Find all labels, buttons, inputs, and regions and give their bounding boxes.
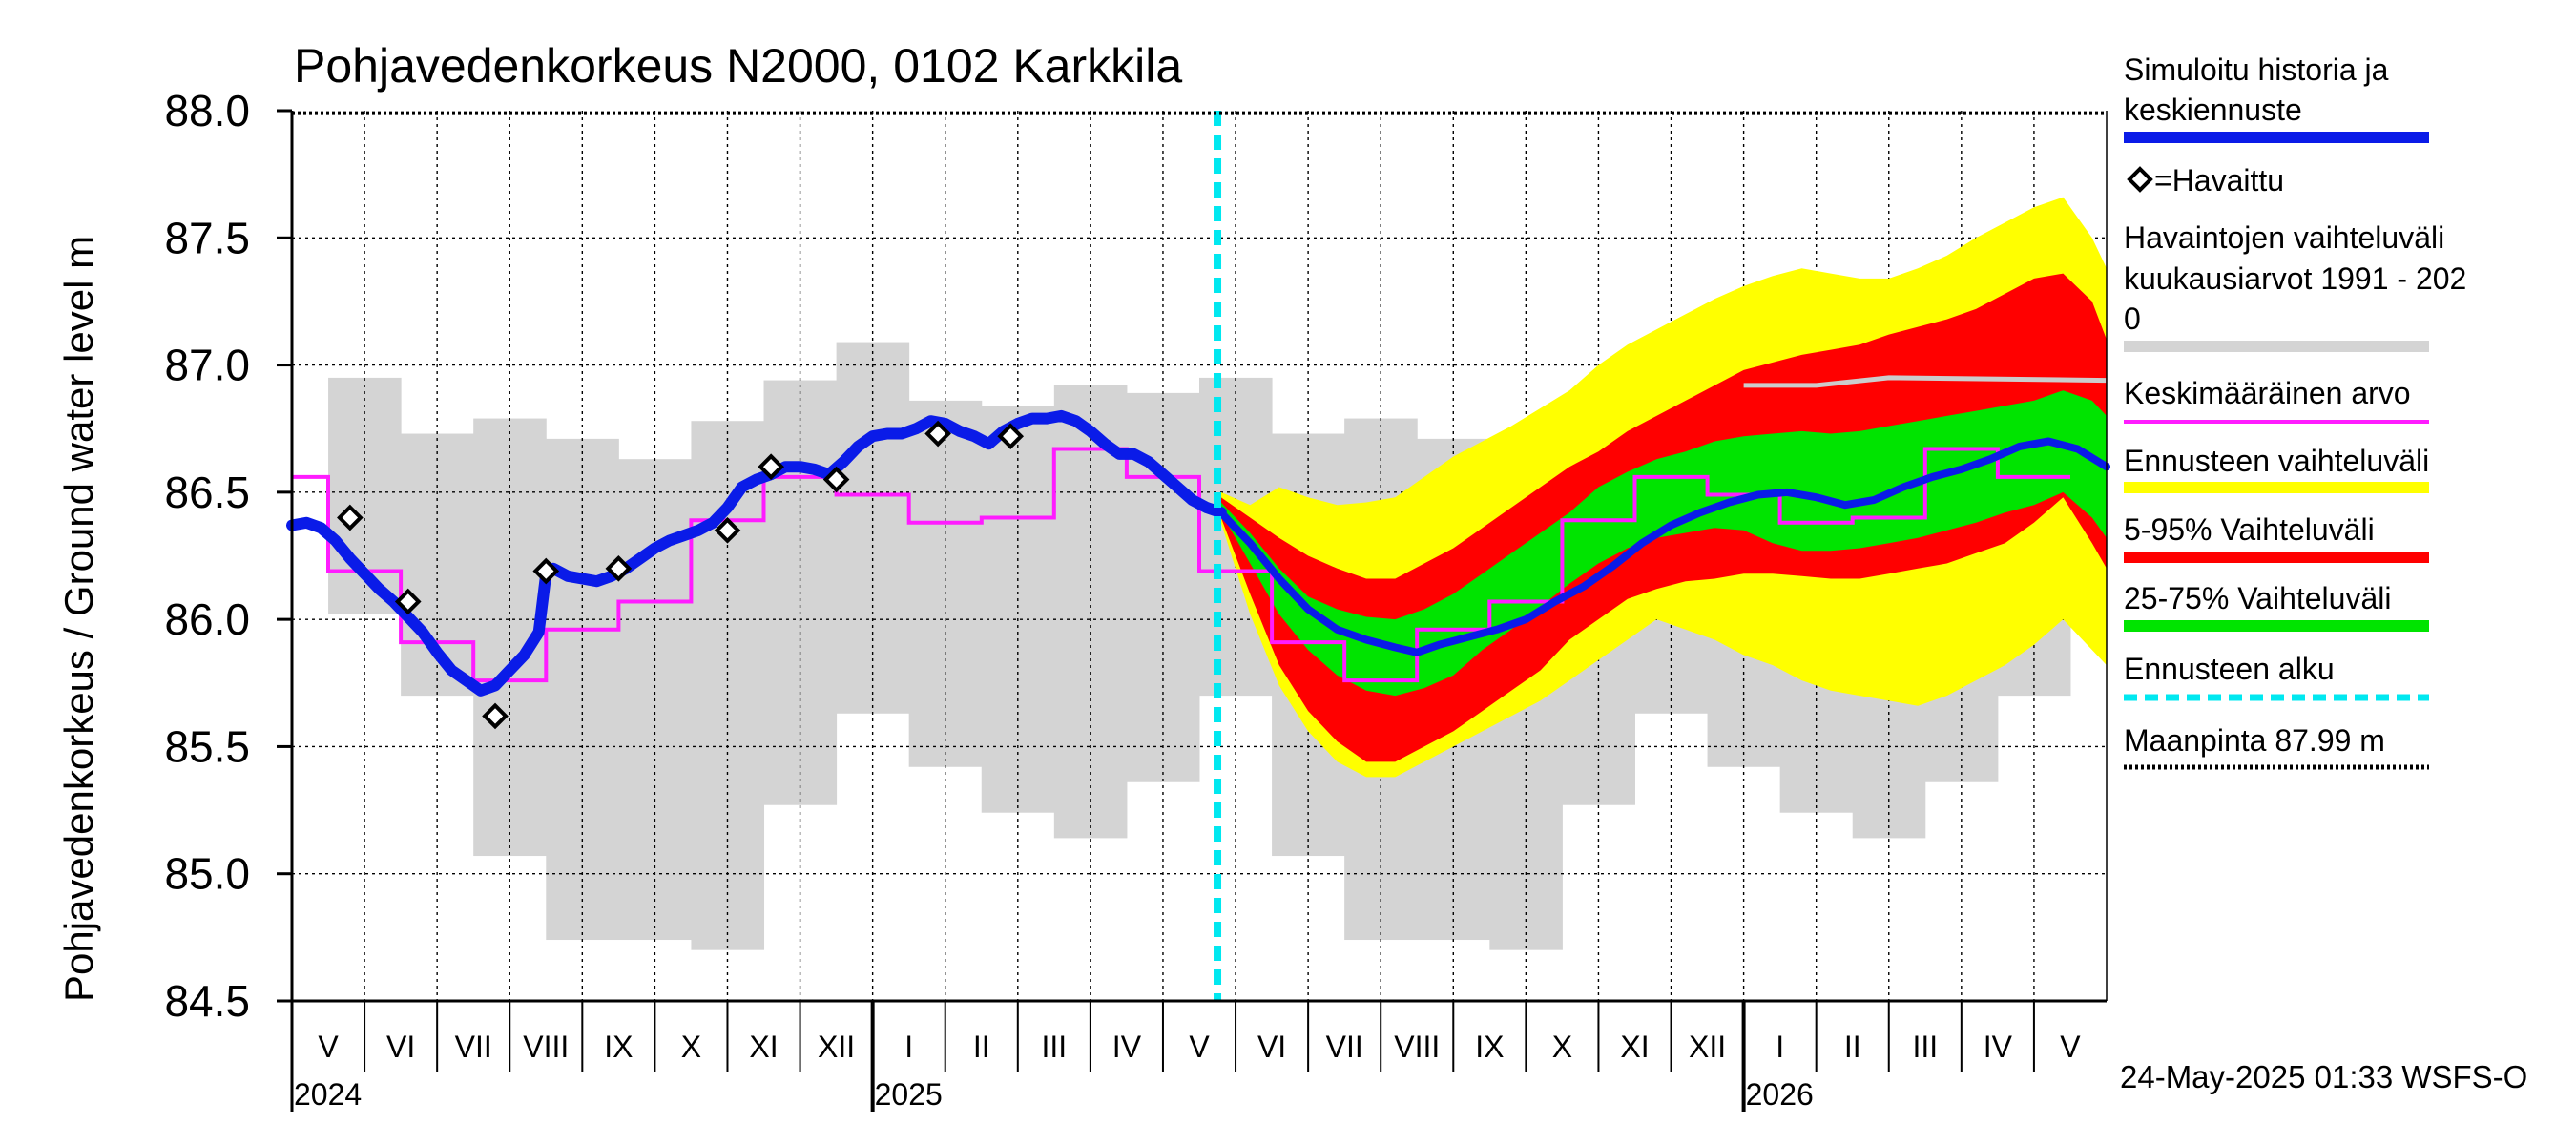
month-label: VIII xyxy=(523,1030,569,1064)
year-label: 2025 xyxy=(875,1077,943,1112)
month-label: IX xyxy=(1475,1030,1504,1064)
legend-sim-label: Simuloitu historia ja xyxy=(2124,52,2389,87)
y-tick-label: 84.5 xyxy=(164,976,250,1026)
observation-marker xyxy=(337,504,364,531)
month-label: VI xyxy=(1257,1030,1286,1064)
observation-marker xyxy=(924,420,951,448)
legend-p25-75-label: 25-75% Vaihteluväli xyxy=(2124,581,2391,615)
month-label: I xyxy=(1776,1030,1784,1064)
y-tick-label: 88.0 xyxy=(164,86,250,135)
y-tick-label: 87.5 xyxy=(164,213,250,262)
hist-range-line xyxy=(1743,375,2107,388)
hist-range-box xyxy=(546,438,619,941)
observation-marker xyxy=(394,588,422,615)
legend-fc-range-label: Ennusteen vaihteluväli xyxy=(2124,444,2429,478)
timestamp-footer: 24-May-2025 01:33 WSFS-O xyxy=(2120,1059,2527,1094)
observation-marker xyxy=(532,557,560,585)
month-label: VII xyxy=(455,1030,492,1064)
month-label: XII xyxy=(818,1030,855,1064)
legend-obs-swatch xyxy=(2127,166,2153,193)
month-label: XI xyxy=(749,1030,778,1064)
legend-range-label: kuukausiarvot 1991 - 202 xyxy=(2124,261,2466,296)
month-label: III xyxy=(1042,1030,1068,1064)
year-label: 2024 xyxy=(294,1077,362,1112)
y-tick-label: 85.0 xyxy=(164,849,250,899)
legend-p5-95-label: 5-95% Vaihteluväli xyxy=(2124,512,2375,547)
month-label: IV xyxy=(1112,1030,1142,1064)
month-label: X xyxy=(1552,1030,1572,1064)
observation-marker xyxy=(605,555,633,582)
month-label: IX xyxy=(604,1030,633,1064)
y-tick-label: 86.5 xyxy=(164,468,250,517)
chart-title: Pohjavedenkorkeus N2000, 0102 Karkkila xyxy=(294,39,1182,93)
legend-range-label: Havaintojen vaihteluväli xyxy=(2124,220,2444,255)
hist-range-box xyxy=(836,342,910,714)
legend-ground-label: Maanpinta 87.99 m xyxy=(2124,723,2385,758)
month-label: VII xyxy=(1326,1030,1363,1064)
y-tick-label: 86.0 xyxy=(164,594,250,644)
month-label: II xyxy=(973,1030,990,1064)
month-label: VIII xyxy=(1394,1030,1440,1064)
month-label: V xyxy=(318,1030,339,1064)
legend-mean-label: Keskimääräinen arvo xyxy=(2124,376,2411,410)
month-label: IV xyxy=(1984,1030,2013,1064)
legend-fc-start-label: Ennusteen alku xyxy=(2124,652,2335,686)
y-axis-label: Pohjavedenkorkeus / Ground water level m xyxy=(56,236,101,1002)
observation-marker xyxy=(997,423,1025,450)
p25-75-band xyxy=(1220,390,2107,697)
plot-area: 84.585.085.586.086.587.087.588.0V VI VII VI… xyxy=(164,86,2110,1112)
month-label: III xyxy=(1912,1030,1938,1064)
legend-range-label: 0 xyxy=(2124,302,2141,336)
month-label: II xyxy=(1844,1030,1861,1064)
month-label: XII xyxy=(1689,1030,1726,1064)
month-label: I xyxy=(904,1030,913,1064)
simulated-history-line xyxy=(286,409,1227,697)
month-label: V xyxy=(1189,1030,1210,1064)
observation-marker xyxy=(758,453,784,481)
legend-sim-label: keskiennuste xyxy=(2124,93,2302,127)
month-label: XI xyxy=(1620,1030,1649,1064)
y-tick-label: 85.5 xyxy=(164,721,250,771)
month-label: VI xyxy=(386,1030,415,1064)
year-label: 2026 xyxy=(1746,1077,1814,1112)
observation-marker xyxy=(714,517,741,544)
observation-marker xyxy=(822,466,850,493)
forecast-median-line xyxy=(1216,437,2110,656)
legend: Simuloitu historia ja keskiennuste =Havait… xyxy=(2124,52,2466,770)
observation-marker xyxy=(482,702,509,730)
y-tick-label: 87.0 xyxy=(164,341,250,390)
month-label: V xyxy=(2060,1030,2081,1064)
legend-obs-label: =Havaittu xyxy=(2154,163,2284,198)
month-label: X xyxy=(681,1030,701,1064)
